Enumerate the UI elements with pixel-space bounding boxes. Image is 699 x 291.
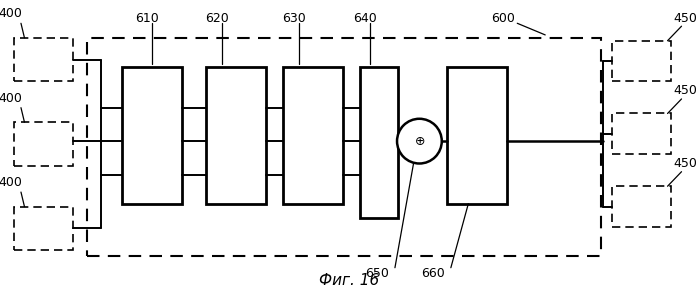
Bar: [14, 122, 73, 166]
Text: 610: 610: [135, 13, 159, 25]
Bar: [283, 67, 343, 204]
Text: Фиг. 16: Фиг. 16: [319, 273, 380, 288]
Text: 400: 400: [0, 176, 22, 189]
Bar: [612, 113, 671, 154]
Text: 660: 660: [421, 267, 445, 280]
Bar: [87, 38, 601, 256]
Text: 400: 400: [0, 7, 22, 20]
Text: 450: 450: [673, 157, 697, 170]
Text: 400: 400: [0, 92, 22, 105]
Text: $\oplus$: $\oplus$: [414, 135, 425, 148]
Text: 640: 640: [353, 13, 377, 25]
Bar: [206, 67, 266, 204]
Text: 450: 450: [673, 12, 697, 25]
Ellipse shape: [397, 119, 442, 164]
Bar: [612, 41, 671, 81]
Text: 450: 450: [673, 84, 697, 97]
Bar: [122, 67, 182, 204]
Bar: [360, 67, 398, 218]
Text: 630: 630: [282, 13, 305, 25]
Text: 600: 600: [491, 13, 515, 25]
Bar: [612, 186, 671, 227]
Bar: [14, 38, 73, 81]
Bar: [14, 207, 73, 250]
Bar: [447, 67, 507, 204]
Text: 620: 620: [205, 13, 229, 25]
Text: 650: 650: [366, 267, 389, 280]
